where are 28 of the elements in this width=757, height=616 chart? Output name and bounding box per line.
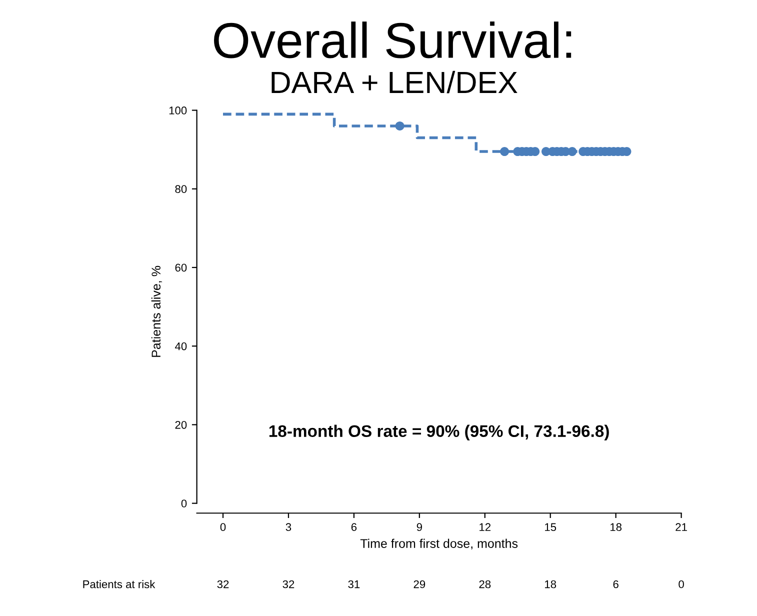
y-tick-label: 20 — [175, 420, 187, 429]
chart-subtitle: DARA + LEN/DEX — [272, 70, 518, 94]
x-tick-label: 21 — [676, 523, 687, 531]
text: 31 — [348, 580, 360, 588]
x-axis-title: Time from first dose, months — [360, 538, 518, 550]
y-tick-label: 0 — [181, 500, 187, 508]
text: 29 — [414, 580, 426, 588]
text: 32 — [217, 580, 229, 588]
text: Patients at risk — [83, 580, 156, 588]
text: 32 — [282, 580, 294, 588]
x-tick-label: 12 — [480, 523, 491, 531]
y-tick-label: 60 — [175, 264, 187, 272]
x-tick-label: 18 — [610, 523, 622, 532]
y-tick-label: 40 — [174, 342, 187, 350]
text: 28 — [479, 580, 491, 588]
y-tick-label: 80 — [175, 185, 187, 194]
text: 18 — [545, 580, 556, 588]
x-tick-label: 9 — [416, 523, 422, 532]
x-tick-label: 15 — [545, 523, 556, 532]
x-tick-label: 3 — [286, 523, 292, 532]
y-tick-label: 100 — [169, 106, 187, 114]
x-tick-label: 6 — [351, 523, 357, 532]
text: 6 — [613, 580, 618, 588]
y-axis-title: Patients alive, % — [151, 266, 162, 357]
x-tick-label: 0 — [220, 523, 226, 532]
chart-title: Overall Survival: — [214, 22, 572, 58]
annotation: 18-month OS rate = 90% (95% CI, 73.1-96.8) — [269, 424, 609, 440]
text: 0 — [678, 580, 684, 588]
